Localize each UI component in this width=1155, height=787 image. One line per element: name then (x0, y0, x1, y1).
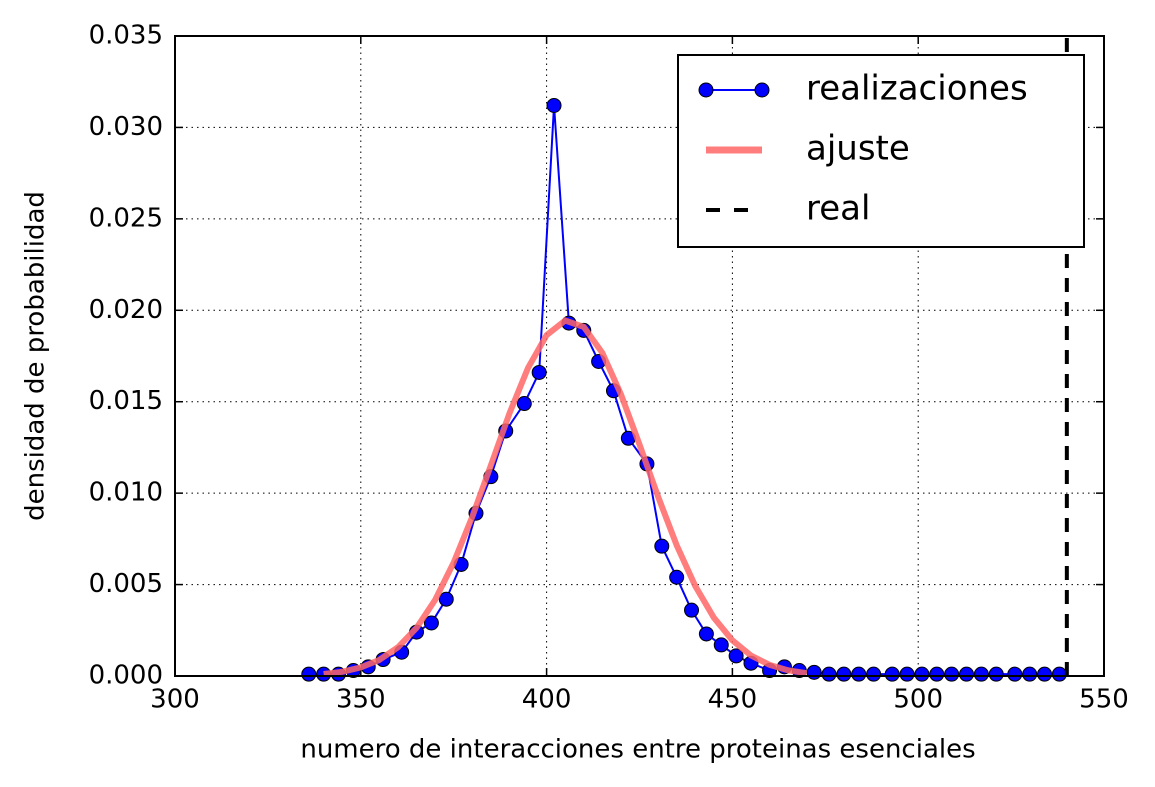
data-point (728, 648, 744, 664)
y-tick-label: 0.010 (89, 478, 163, 508)
y-tick-label: 0.025 (89, 203, 163, 233)
x-axis-label: numero de interacciones entre proteinas … (300, 735, 975, 765)
data-point (438, 591, 454, 607)
data-point (698, 626, 714, 642)
y-tick-label: 0.000 (89, 661, 163, 691)
x-tick-label: 350 (336, 685, 386, 715)
data-point (836, 666, 852, 682)
y-tick-label: 0.015 (89, 386, 163, 416)
data-point (821, 666, 837, 682)
data-point (851, 666, 867, 682)
data-point (531, 364, 547, 380)
data-point (973, 666, 989, 682)
data-point (654, 538, 670, 554)
y-tick-label: 0.020 (89, 295, 163, 325)
x-tick-label: 550 (1079, 685, 1129, 715)
legend-marker (754, 82, 770, 98)
y-tick-label: 0.005 (89, 569, 163, 599)
legend-label: real (806, 189, 870, 229)
data-point (1037, 666, 1053, 682)
plot-frame (174, 35, 1105, 677)
data-point (929, 666, 945, 682)
legend-label: realizaciones (806, 69, 1028, 109)
data-point (884, 666, 900, 682)
data-point (899, 666, 915, 682)
data-point (301, 666, 317, 682)
data-point (423, 615, 439, 631)
data-point (669, 569, 685, 585)
data-point (516, 396, 532, 412)
series-line (323, 317, 808, 677)
data-point (866, 666, 882, 682)
x-tick-label: 300 (150, 685, 200, 715)
data-point (1007, 666, 1023, 682)
y-axis-label: densidad de probabilidad (21, 191, 51, 521)
y-tick-label: 0.030 (89, 112, 163, 142)
data-point (713, 637, 729, 653)
data-point (1051, 666, 1067, 682)
x-tick-label: 450 (708, 685, 758, 715)
legend-marker (698, 82, 714, 98)
data-point (1022, 666, 1038, 682)
data-point (959, 666, 975, 682)
data-point (546, 97, 562, 113)
y-tick-label: 0.035 (89, 21, 163, 51)
data-point (806, 664, 822, 680)
x-tick-label: 500 (893, 685, 943, 715)
legend-label: ajuste (806, 129, 910, 169)
data-point (684, 602, 700, 618)
data-point (944, 666, 960, 682)
data-point (914, 666, 930, 682)
data-point (988, 666, 1004, 682)
x-tick-label: 400 (522, 685, 572, 715)
